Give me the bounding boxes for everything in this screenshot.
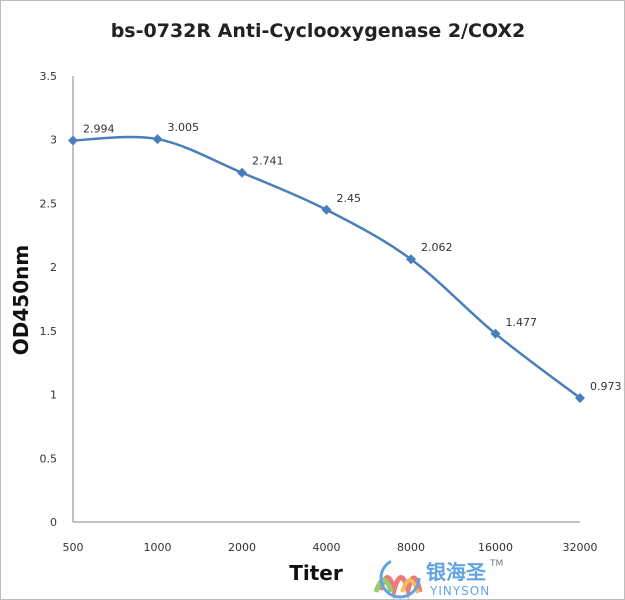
watermark-logo-sub: YINYSON bbox=[429, 584, 490, 598]
y-tick-label: 0 bbox=[50, 516, 57, 529]
x-axis-title: Titer bbox=[289, 561, 343, 585]
data-label: 2.994 bbox=[83, 122, 115, 135]
logo-arc-green bbox=[373, 577, 394, 593]
data-point-marker bbox=[321, 204, 332, 215]
x-tick-label: 1000 bbox=[144, 541, 172, 554]
x-tick-label: 2000 bbox=[228, 541, 256, 554]
data-point-marker bbox=[152, 134, 163, 145]
x-tick-label: 8000 bbox=[397, 541, 425, 554]
watermark-tm: TM bbox=[489, 559, 503, 569]
data-point-marker bbox=[68, 135, 78, 146]
logo-circle bbox=[379, 557, 421, 599]
data-point-marker bbox=[406, 254, 416, 265]
x-tick-label: 16000 bbox=[478, 541, 513, 554]
y-tick-label: 1.5 bbox=[40, 325, 58, 338]
watermark-logo-text: 银海圣 bbox=[426, 560, 487, 584]
x-tick-label: 500 bbox=[63, 541, 84, 554]
data-point-marker bbox=[575, 393, 585, 404]
x-tick-label: 32000 bbox=[563, 541, 598, 554]
y-tick-label: 3.5 bbox=[40, 70, 58, 83]
logo-arc-red bbox=[377, 575, 423, 600]
data-label: 2.741 bbox=[252, 155, 284, 168]
data-label: 1.477 bbox=[506, 316, 538, 329]
data-label: 2.45 bbox=[337, 192, 362, 205]
chart-title: bs-0732R Anti-Cyclooxygenase 2/COX2 bbox=[111, 20, 526, 42]
data-point-marker bbox=[237, 167, 247, 178]
series-line bbox=[72, 135, 581, 400]
y-tick-label: 0.5 bbox=[40, 452, 58, 465]
data-label: 0.973 bbox=[590, 380, 622, 393]
data-point-marker bbox=[490, 328, 501, 339]
y-axis-title: OD450nm bbox=[9, 245, 33, 355]
watermark-logo: 银海圣 TM YINYSON bbox=[373, 557, 503, 600]
data-label: 2.062 bbox=[421, 241, 453, 254]
y-tick-label: 2.5 bbox=[40, 197, 58, 210]
y-tick-label: 1 bbox=[50, 389, 57, 402]
y-tick-label: 3 bbox=[50, 134, 57, 147]
data-label: 3.005 bbox=[168, 121, 200, 134]
x-tick-label: 4000 bbox=[313, 541, 341, 554]
y-tick-label: 2 bbox=[50, 261, 57, 274]
